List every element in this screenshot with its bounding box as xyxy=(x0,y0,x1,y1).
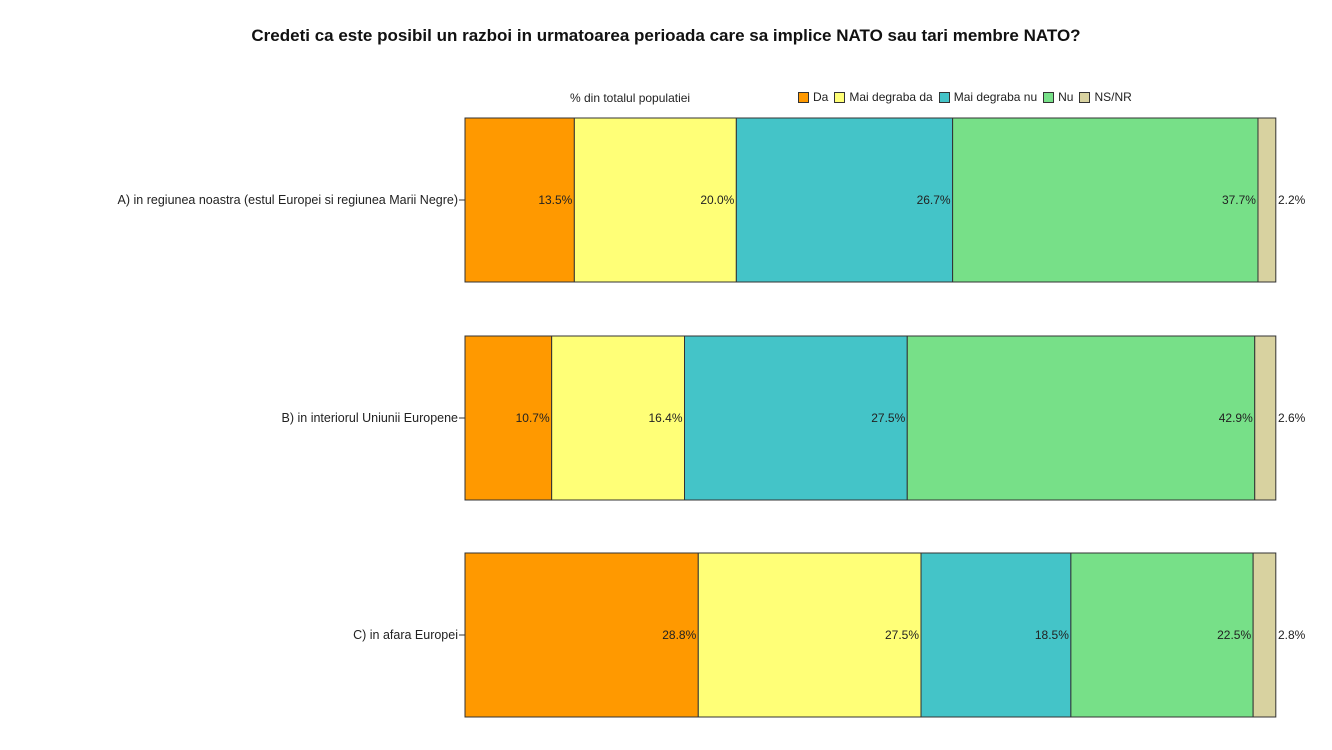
legend-item-ns-nr: NS/NR xyxy=(1079,90,1132,104)
bar-segment xyxy=(952,117,1259,283)
legend-swatch xyxy=(834,91,846,103)
legend: Da Mai degraba da Mai degraba nu Nu NS/N… xyxy=(798,90,1138,104)
bar-segment xyxy=(464,552,699,718)
category-label: B) in interiorul Uniunii Europene xyxy=(282,411,459,425)
data-label: 2.2% xyxy=(1278,193,1306,207)
legend-label: Da xyxy=(813,90,829,104)
legend-label: NS/NR xyxy=(1094,90,1132,104)
bar-segment xyxy=(551,335,686,501)
data-label: 42.9% xyxy=(1219,411,1253,425)
data-label: 13.5% xyxy=(538,193,572,207)
bar-segment xyxy=(697,552,922,718)
category-label: C) in afara Europei xyxy=(353,628,458,642)
data-label: 18.5% xyxy=(1035,628,1069,642)
bar-segment xyxy=(464,335,553,501)
data-label: 20.0% xyxy=(700,193,734,207)
legend-item-mai-degraba-da: Mai degraba da xyxy=(834,90,933,104)
legend-item-nu: Nu xyxy=(1043,90,1073,104)
legend-item-mai-degraba-nu: Mai degraba nu xyxy=(938,90,1038,104)
legend-swatch xyxy=(1079,91,1091,103)
bar-segment xyxy=(735,117,954,283)
chart-title: Credeti ca este posibil un razboi in urm… xyxy=(251,26,1081,45)
category-label: A) in regiunea noastra (estul Europei si… xyxy=(118,193,458,207)
bar-segment xyxy=(920,552,1072,718)
data-label: 2.8% xyxy=(1278,628,1306,642)
data-label: 28.8% xyxy=(662,628,696,642)
chart-subtitle: % din totalul populatiei xyxy=(570,91,691,105)
data-label: 16.4% xyxy=(648,411,682,425)
data-label: 2.6% xyxy=(1278,411,1306,425)
legend-label: Nu xyxy=(1058,90,1074,104)
data-label: 37.7% xyxy=(1222,193,1256,207)
data-label: 10.7% xyxy=(516,411,550,425)
bar-segment xyxy=(684,335,908,501)
data-label: 27.5% xyxy=(871,411,905,425)
bar-segment xyxy=(1257,117,1277,283)
bar-segment xyxy=(1070,552,1254,718)
data-label: 26.7% xyxy=(917,193,951,207)
legend-item-da: Da xyxy=(798,90,828,104)
legend-swatch xyxy=(798,91,809,103)
bar-segment xyxy=(906,335,1256,501)
legend-label: Mai degraba da xyxy=(849,90,933,104)
bar-segment xyxy=(1252,552,1277,718)
legend-label: Mai degraba nu xyxy=(953,90,1038,104)
legend-swatch xyxy=(1043,91,1055,103)
data-label: 27.5% xyxy=(885,628,919,642)
bar-segment xyxy=(1254,335,1277,501)
data-label: 22.5% xyxy=(1217,628,1251,642)
legend-swatch xyxy=(938,91,950,103)
